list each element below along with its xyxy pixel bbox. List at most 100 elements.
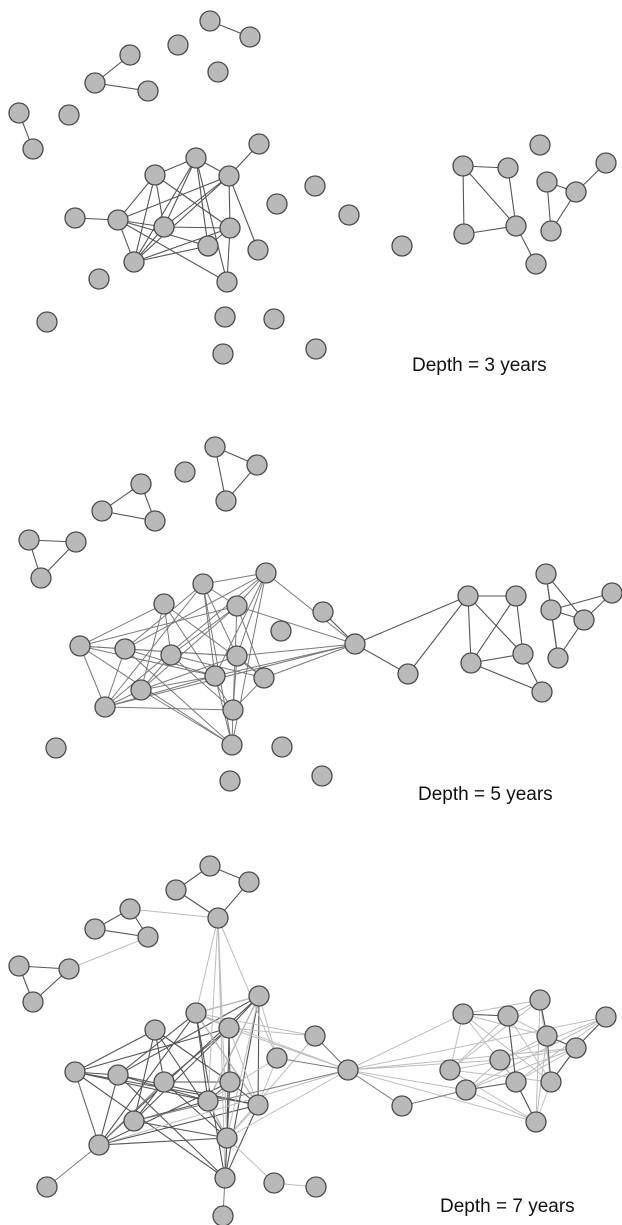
node	[84, 918, 106, 940]
node	[214, 1167, 236, 1189]
node	[263, 1172, 285, 1194]
edge	[462, 165, 465, 235]
node	[219, 770, 241, 792]
node	[247, 1094, 269, 1116]
node	[185, 147, 207, 169]
node	[58, 958, 80, 980]
edge	[195, 917, 219, 1014]
edge	[470, 662, 543, 693]
node	[45, 737, 67, 759]
edge	[163, 603, 265, 679]
edge	[347, 1069, 467, 1091]
network-panel-depth-7: Depth = 7 years	[0, 820, 622, 1225]
edge	[79, 645, 233, 746]
node	[540, 599, 562, 621]
node	[137, 80, 159, 102]
node	[304, 175, 326, 197]
panel-label-depth-7: Depth = 7 years	[440, 1196, 575, 1217]
edge	[133, 1029, 156, 1122]
node	[197, 1090, 219, 1112]
node	[207, 907, 229, 929]
node	[391, 235, 413, 257]
edge	[202, 583, 238, 657]
edge	[515, 1016, 607, 1083]
edge	[195, 1012, 259, 1106]
node	[239, 26, 261, 48]
edge	[467, 595, 472, 664]
node	[529, 989, 551, 1011]
node	[84, 72, 106, 94]
node	[525, 253, 547, 275]
node	[305, 1176, 327, 1198]
node	[529, 134, 551, 156]
node	[497, 157, 519, 179]
edge	[465, 1016, 607, 1091]
edge	[202, 572, 267, 585]
edge	[133, 227, 231, 263]
node	[88, 268, 110, 290]
node	[91, 500, 113, 522]
edge	[470, 595, 517, 664]
edge	[140, 605, 238, 691]
edge	[236, 643, 356, 657]
node	[165, 879, 187, 901]
node	[123, 251, 145, 273]
edge	[462, 999, 541, 1015]
node	[107, 1064, 129, 1086]
node	[219, 217, 241, 239]
node	[88, 1134, 110, 1156]
edge	[515, 1047, 577, 1083]
node	[457, 585, 479, 607]
node	[248, 133, 270, 155]
node	[207, 61, 229, 83]
edge	[140, 675, 216, 691]
edge	[68, 936, 149, 970]
edge	[276, 1057, 349, 1071]
node	[119, 44, 141, 66]
edge	[507, 1015, 517, 1083]
node	[460, 652, 482, 674]
edge	[98, 1074, 119, 1146]
node	[153, 593, 175, 615]
node	[30, 567, 52, 589]
edge	[170, 605, 238, 656]
edge	[140, 689, 233, 746]
network-graph-depth-7	[8, 855, 617, 1225]
edge	[140, 655, 238, 691]
edge	[467, 595, 524, 655]
node	[36, 1176, 58, 1198]
node	[547, 647, 569, 669]
edge	[407, 595, 469, 675]
node	[153, 216, 175, 238]
edge	[163, 1027, 230, 1083]
node	[22, 991, 44, 1013]
panel-label-depth-5: Depth = 5 years	[418, 784, 553, 805]
edge	[401, 1089, 467, 1107]
node	[573, 609, 595, 631]
edge	[154, 174, 231, 229]
edge	[104, 706, 234, 711]
node	[595, 1006, 617, 1028]
edge	[124, 648, 233, 746]
node	[144, 510, 166, 532]
node	[199, 10, 221, 32]
nodes-layer	[18, 436, 622, 792]
node	[22, 138, 44, 160]
edge	[217, 917, 278, 1059]
node	[312, 601, 334, 623]
edge	[195, 1012, 316, 1037]
node	[197, 235, 219, 257]
edge	[226, 1035, 316, 1139]
edge	[347, 1059, 501, 1071]
node	[107, 209, 129, 231]
node	[226, 645, 248, 667]
edge	[79, 603, 165, 647]
node	[305, 338, 327, 360]
edge	[104, 583, 204, 708]
edge	[228, 175, 259, 251]
node	[565, 181, 587, 203]
node	[253, 667, 275, 689]
node	[246, 454, 268, 476]
node	[65, 531, 87, 553]
